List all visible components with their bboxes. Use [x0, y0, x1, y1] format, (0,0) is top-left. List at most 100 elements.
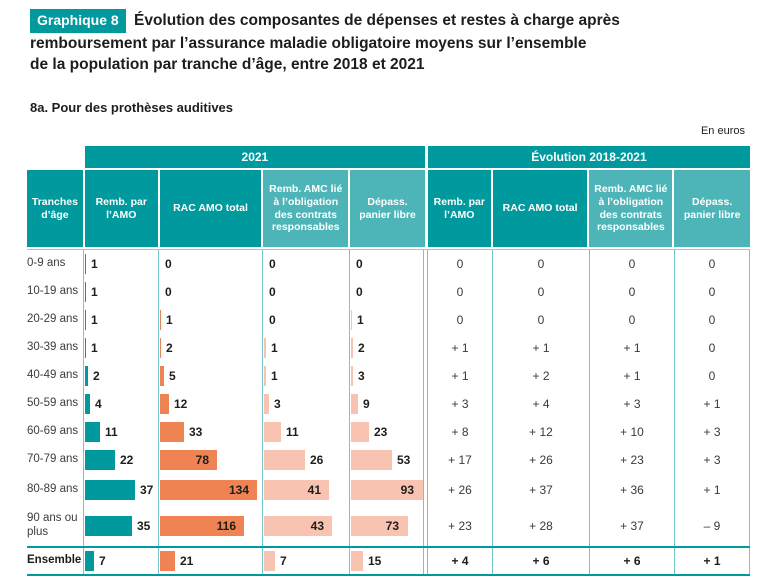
value-bar [85, 394, 90, 414]
value-cell: 21 [158, 548, 262, 574]
group-header-2021: 2021 [84, 146, 425, 168]
chart-title-line3: de la population par tranche d’âge, entr… [30, 56, 425, 73]
value-cell: 3 [349, 362, 424, 390]
value-cell: 4 [83, 390, 158, 418]
value-cell: 3 [262, 390, 349, 418]
table-row: 0-9 ans 1 0 0 0 0 0 0 0 [27, 250, 750, 278]
value-cell: 93 [349, 474, 424, 506]
value-label: 73 [385, 519, 399, 533]
evolution-value: + 1 [492, 334, 589, 362]
evolution-value: + 3 [674, 418, 750, 446]
value-label: 7 [280, 554, 287, 568]
value-bar [85, 516, 132, 536]
row-label: 20-29 ans [27, 313, 79, 326]
evolution-value: 0 [674, 278, 750, 306]
row-label: 60-69 ans [27, 425, 79, 438]
chart-number-badge: Graphique 8 [30, 9, 126, 33]
unit-label: En euros [700, 125, 745, 137]
table-row: 50-59 ans 4 12 3 9 + 3 + 4 + 3 + 1 [27, 390, 750, 418]
value-bar [160, 480, 257, 500]
value-cell: 0 [158, 250, 262, 278]
value-bar [264, 450, 305, 470]
value-label: 116 [216, 519, 236, 533]
value-cell: 1 [83, 250, 158, 278]
group-header-spacer [27, 146, 85, 168]
value-label: 134 [228, 483, 249, 497]
value-label: 43 [310, 519, 324, 533]
value-label: 33 [189, 425, 203, 439]
value-cell: 11 [262, 418, 349, 446]
value-label: 1 [91, 341, 98, 355]
value-label: 1 [271, 369, 278, 383]
evolution-value: 0 [589, 250, 674, 278]
value-bar [351, 516, 408, 536]
value-cell: 26 [262, 446, 349, 474]
column-header-evolution-3: Dépass. panier libre [674, 170, 751, 247]
column-header-evolution-2: Remb. AMC lié à l’obligation des contrat… [589, 170, 673, 247]
evolution-value: + 3 [427, 390, 492, 418]
value-label: 93 [400, 483, 414, 497]
value-cell: 78 [158, 446, 262, 474]
table-row: 90 ans ou plus 35 116 43 73 + 23 + 28 + 37– 9 [27, 506, 750, 546]
value-cell: 43 [262, 506, 349, 546]
evolution-value: + 1 [589, 362, 674, 390]
value-bar [160, 310, 161, 330]
value-bar [351, 366, 353, 386]
value-bar [264, 551, 275, 571]
row-label: 90 ans ou plus [27, 512, 78, 538]
evolution-value: + 23 [589, 446, 674, 474]
value-cell: 7 [262, 548, 349, 574]
chart-title: Graphique 8 Évolution des composantes de… [30, 9, 745, 75]
value-bar [85, 338, 86, 358]
value-bar [85, 422, 100, 442]
value-label: 2 [166, 341, 173, 355]
evolution-value: + 37 [492, 474, 589, 506]
row-label: 50-59 ans [27, 397, 79, 410]
value-label: 3 [358, 369, 365, 383]
value-label: 1 [357, 313, 364, 327]
value-label: 1 [271, 341, 278, 355]
value-cell: 41 [262, 474, 349, 506]
value-bar [85, 551, 94, 571]
evolution-value: 0 [674, 362, 750, 390]
value-label: 0 [165, 285, 172, 299]
value-label: 1 [91, 313, 98, 327]
chart-title-line2: remboursement par l’assurance maladie ob… [30, 35, 587, 52]
value-label: 9 [363, 397, 370, 411]
value-label: 26 [310, 453, 324, 467]
evolution-value: + 3 [589, 390, 674, 418]
value-label: 53 [397, 453, 411, 467]
value-label: 37 [140, 483, 154, 497]
chart-subtitle: 8a. Pour des prothèses auditives [30, 100, 234, 115]
value-bar [351, 310, 352, 330]
value-cell: 23 [349, 418, 424, 446]
evolution-value: 0 [589, 306, 674, 334]
value-bar [85, 282, 86, 302]
value-label: 0 [269, 257, 276, 271]
value-bar [351, 450, 392, 470]
value-label: 2 [93, 369, 100, 383]
value-cell: 1 [158, 306, 262, 334]
column-header-2021-2: Remb. AMC lié à l’obligation des contrat… [263, 170, 349, 247]
evolution-value: + 26 [492, 446, 589, 474]
value-label: 1 [91, 257, 98, 271]
header-separator [672, 170, 675, 247]
value-cell: 53 [349, 446, 424, 474]
evolution-value: + 37 [589, 506, 674, 546]
column-header-2021-3: Dépass. panier libre [350, 170, 425, 247]
value-cell: 35 [83, 506, 158, 546]
value-label: 0 [269, 313, 276, 327]
evolution-value: + 1 [674, 390, 750, 418]
value-bar [160, 516, 244, 536]
table-row: 70-79 ans 22 78 26 53 + 17 + 26 + 23 + 3 [27, 446, 750, 474]
value-bar [351, 551, 363, 571]
header-separator [424, 170, 428, 247]
evolution-value: + 23 [427, 506, 492, 546]
header-separator [587, 170, 590, 247]
value-cell: 0 [349, 250, 424, 278]
value-label: 1 [91, 285, 98, 299]
value-cell: 1 [83, 334, 158, 362]
value-label: 2 [358, 341, 365, 355]
